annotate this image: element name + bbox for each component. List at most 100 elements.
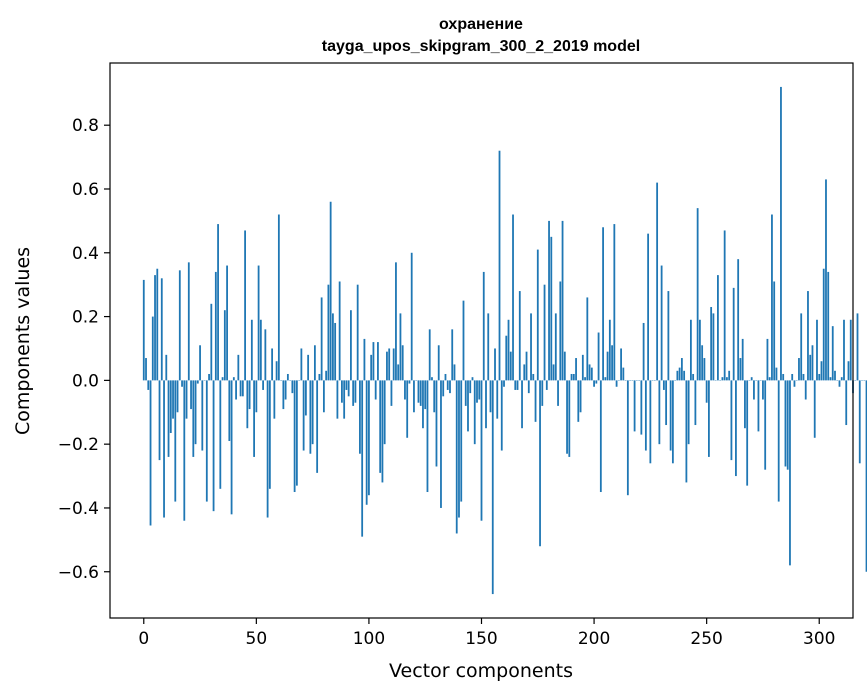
- bar: [374, 380, 377, 400]
- bar: [320, 297, 323, 381]
- bar: [304, 380, 307, 416]
- bar: [671, 380, 674, 464]
- bar: [147, 380, 150, 390]
- bar: [151, 316, 154, 381]
- bar: [462, 300, 465, 381]
- bar: [676, 370, 679, 381]
- bar: [244, 230, 246, 381]
- bar: [406, 380, 409, 438]
- bar: [689, 319, 692, 381]
- bar: [350, 310, 352, 381]
- bar: [237, 354, 240, 381]
- bar: [813, 380, 816, 438]
- bar: [500, 380, 503, 451]
- bar: [476, 380, 478, 403]
- bar: [818, 373, 821, 381]
- bar: [397, 364, 400, 381]
- bar: [559, 281, 562, 381]
- bar: [753, 380, 755, 400]
- bar: [507, 319, 510, 381]
- bar: [226, 265, 228, 381]
- bar: [746, 380, 749, 486]
- bar: [422, 380, 424, 429]
- bar: [248, 380, 251, 410]
- bar: [372, 342, 375, 381]
- bar: [383, 380, 386, 445]
- bar: [757, 380, 760, 432]
- bar: [368, 380, 370, 496]
- bar: [509, 351, 512, 381]
- bar: [489, 380, 492, 413]
- bar: [541, 380, 544, 406]
- bar: [336, 380, 339, 419]
- bar: [300, 348, 303, 381]
- bar: [313, 345, 316, 381]
- bar: [295, 380, 298, 486]
- bar: [656, 182, 659, 381]
- bar: [523, 364, 526, 381]
- bar: [696, 208, 699, 381]
- bar: [644, 380, 647, 451]
- bar: [834, 370, 836, 381]
- bar: [311, 380, 314, 445]
- bar: [275, 361, 278, 381]
- x-axis-ticks: 0 50 100 150 200 250 300: [138, 618, 835, 649]
- bar: [309, 380, 312, 454]
- bar: [590, 367, 593, 381]
- bar: [516, 380, 519, 390]
- bar: [163, 380, 165, 518]
- bar: [831, 326, 834, 381]
- bar: [548, 220, 550, 381]
- bar: [361, 380, 364, 537]
- bar: [282, 380, 285, 410]
- bar: [190, 380, 192, 410]
- bar: [699, 319, 701, 381]
- bar: [473, 380, 476, 445]
- bar: [811, 345, 814, 381]
- bar: [363, 338, 366, 381]
- bar: [798, 358, 800, 381]
- bar: [354, 380, 357, 403]
- bar: [604, 377, 607, 381]
- bar: [241, 380, 244, 397]
- bar: [712, 313, 715, 381]
- bar: [518, 291, 521, 381]
- bar: [253, 380, 255, 457]
- bar: [401, 345, 404, 381]
- bar: [293, 380, 296, 493]
- bar: [408, 380, 411, 384]
- bar: [680, 358, 683, 381]
- x-tick-label: 250: [690, 629, 722, 649]
- bar: [156, 268, 159, 381]
- bar: [588, 364, 591, 381]
- bar: [487, 313, 490, 381]
- bar: [563, 351, 566, 381]
- x-tick-label: 300: [803, 629, 835, 649]
- bar: [800, 313, 803, 381]
- bar: [199, 345, 201, 381]
- bar: [255, 380, 258, 413]
- bar: [545, 380, 548, 390]
- bar: [694, 380, 697, 426]
- bar: [208, 373, 210, 381]
- bar: [613, 224, 616, 381]
- bar: [737, 259, 740, 381]
- bar: [703, 358, 706, 381]
- bar: [264, 329, 267, 381]
- bar: [145, 358, 147, 381]
- bar: [196, 380, 199, 384]
- bar: [512, 214, 514, 381]
- bar: [158, 380, 161, 461]
- bar: [802, 373, 805, 381]
- bar: [440, 380, 442, 508]
- bar: [521, 380, 523, 429]
- bar: [291, 380, 294, 394]
- bar: [250, 319, 253, 381]
- bar: [708, 380, 710, 457]
- bar: [359, 380, 361, 454]
- bar: [552, 364, 555, 381]
- bar: [464, 380, 467, 406]
- bar: [530, 313, 532, 381]
- bar: [845, 380, 848, 426]
- bar: [557, 380, 559, 406]
